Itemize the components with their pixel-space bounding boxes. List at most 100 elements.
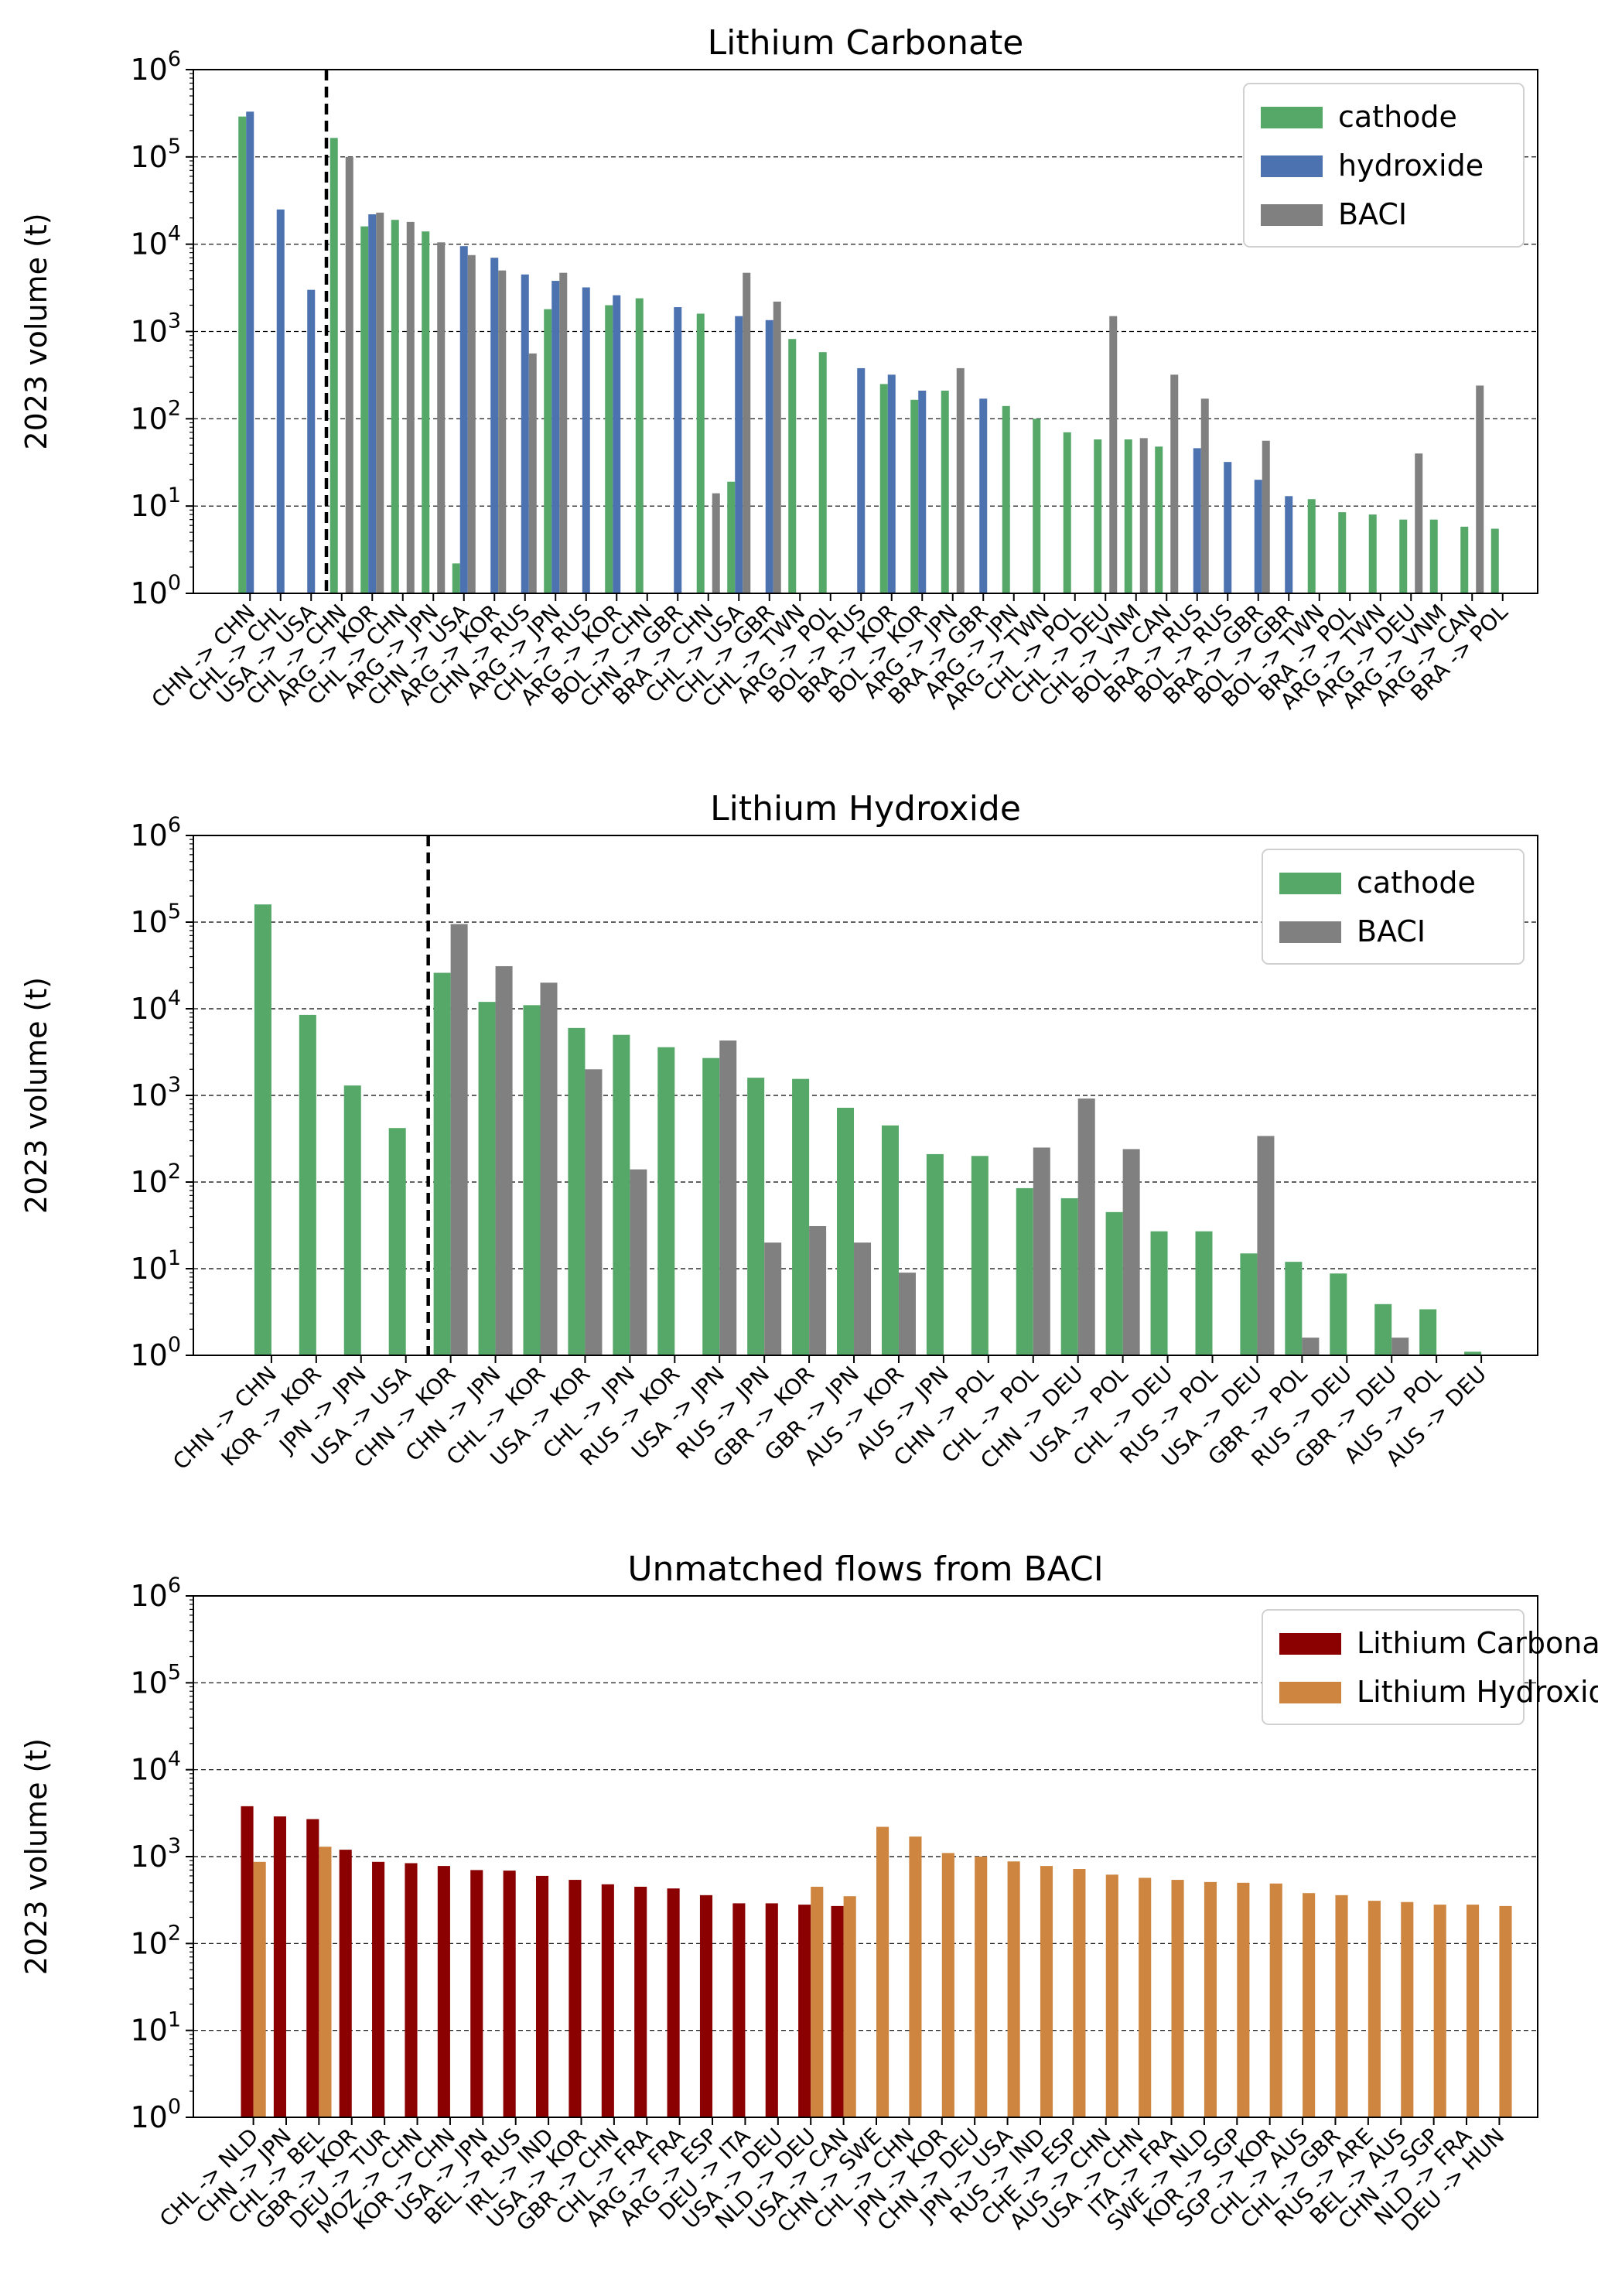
- bar-cathode: [1195, 1231, 1213, 1355]
- bar-lithium-carbonate: [765, 1903, 778, 2117]
- bar-cathode: [1016, 1187, 1033, 1355]
- y-tick-label: 100: [130, 2095, 181, 2134]
- bar-lithium-hydroxide: [1303, 1893, 1316, 2117]
- bar-lithium-carbonate: [831, 1905, 844, 2117]
- bar-hydroxide: [307, 289, 316, 593]
- y-tick-label: 106: [130, 1573, 181, 1613]
- bar-baci: [528, 353, 537, 593]
- bar-baci: [495, 965, 513, 1355]
- y-tick-label: 102: [130, 1160, 181, 1199]
- bar-cathode: [605, 305, 613, 593]
- bar-cathode: [926, 1153, 944, 1355]
- bar-lithium-carbonate: [470, 1870, 483, 2117]
- bar-hydroxide: [1224, 462, 1232, 593]
- bar-baci: [559, 272, 568, 593]
- y-tick-label: 102: [130, 1921, 181, 1960]
- bar-lithium-hydroxide: [1171, 1880, 1184, 2117]
- chart-panel-1: Lithium Carbonate 100 101 102 103 104 105 106 20…: [19, 23, 1538, 714]
- y-tick-label: 103: [130, 1834, 181, 1874]
- bar-baci: [712, 493, 720, 593]
- legend-swatch: [1279, 1633, 1341, 1655]
- bar-hydroxide: [521, 274, 529, 593]
- legend: Lithium Carbonate Lithium Hydroxide: [1262, 1609, 1598, 1725]
- legend: cathode BACI: [1262, 849, 1525, 965]
- bar-cathode: [747, 1078, 765, 1355]
- legend-label: hydroxide: [1338, 149, 1484, 183]
- bar-cathode: [388, 1128, 406, 1355]
- bar-lithium-carbonate: [535, 1875, 549, 2117]
- bar-lithium-hydroxide: [1433, 1905, 1446, 2117]
- bar-baci: [345, 156, 353, 594]
- y-tick-label: 100: [130, 571, 181, 610]
- bar-cathode: [1105, 1211, 1123, 1355]
- y-axis-label: 2023 volume (t): [19, 977, 53, 1214]
- plot-frame: [193, 1595, 1538, 2118]
- y-tick-label: 104: [130, 222, 181, 261]
- bar-baci: [467, 255, 476, 593]
- bar-lithium-hydroxide: [1401, 1901, 1414, 2117]
- bar-baci: [809, 1225, 827, 1355]
- bar-lithium-hydroxide: [1368, 1901, 1381, 2117]
- legend-label: BACI: [1338, 197, 1407, 231]
- bar-baci: [1476, 385, 1484, 593]
- y-tick-label: 105: [130, 1660, 181, 1700]
- bar-lithium-hydroxide: [975, 1857, 988, 2117]
- bar-cathode: [879, 384, 888, 593]
- bar-lithium-hydroxide: [941, 1853, 954, 2117]
- bar-cathode: [254, 904, 271, 1355]
- bar-hydroxide: [979, 398, 988, 593]
- bar-cathode: [1338, 512, 1347, 593]
- bar-hydroxide: [246, 111, 254, 593]
- bar-baci: [956, 367, 965, 593]
- bar-cathode: [1464, 1351, 1482, 1355]
- bar-baci: [743, 272, 751, 593]
- bar-cathode: [941, 390, 949, 593]
- bar-cathode: [568, 1027, 586, 1355]
- bar-cathode: [1490, 528, 1499, 593]
- bar-lithium-hydroxide: [1335, 1895, 1348, 2117]
- y-tick-label: 102: [130, 396, 181, 436]
- legend-label: cathode: [1338, 100, 1457, 134]
- bar-cathode: [299, 1014, 316, 1355]
- bar-baci: [450, 924, 468, 1355]
- bar-lithium-hydroxide: [1040, 1866, 1053, 2117]
- bar-cathode: [881, 1125, 899, 1355]
- bar-cathode: [1285, 1262, 1303, 1355]
- plot-frame: [193, 835, 1538, 1356]
- legend-swatch: [1261, 155, 1323, 177]
- y-tick-label: 104: [130, 986, 181, 1026]
- bar-hydroxide: [490, 258, 499, 593]
- bar-lithium-carbonate: [503, 1871, 516, 2117]
- bar-lithium-hydroxide: [1139, 1877, 1152, 2117]
- bar-lithium-hydroxide: [843, 1896, 856, 2117]
- bar-cathode: [391, 220, 399, 593]
- bar-cathode: [1060, 1198, 1078, 1355]
- bar-cathode: [910, 399, 919, 593]
- bar-cathode: [1155, 446, 1163, 593]
- bar-baci: [630, 1169, 647, 1355]
- bar-baci: [540, 982, 558, 1355]
- bar-cathode: [635, 298, 644, 593]
- bar-lithium-carbonate: [372, 1861, 385, 2117]
- bar-cathode: [1124, 439, 1132, 593]
- bar-lithium-hydroxide: [1105, 1874, 1118, 2117]
- bar-cathode: [702, 1057, 720, 1355]
- legend-swatch: [1261, 204, 1323, 226]
- bar-cathode: [1033, 419, 1041, 593]
- bar-lithium-carbonate: [405, 1863, 418, 2117]
- bar-baci: [1415, 453, 1423, 593]
- bar-hydroxide: [459, 246, 468, 593]
- bar-lithium-hydroxide: [1007, 1861, 1020, 2117]
- bar-cathode: [837, 1107, 855, 1355]
- legend-label: Lithium Hydroxide: [1357, 1675, 1598, 1709]
- bar-baci: [1122, 1149, 1140, 1355]
- bar-cathode: [818, 352, 827, 593]
- bar-baci: [1077, 1098, 1095, 1355]
- bar-baci: [719, 1040, 737, 1355]
- y-axis-label: 2023 volume (t): [19, 213, 53, 449]
- bar-baci: [1391, 1338, 1409, 1355]
- legend-label: Lithium Carbonate: [1357, 1626, 1598, 1660]
- bar-cathode: [1307, 499, 1316, 593]
- bar-lithium-carbonate: [306, 1819, 319, 2117]
- bar-lithium-carbonate: [601, 1884, 614, 2117]
